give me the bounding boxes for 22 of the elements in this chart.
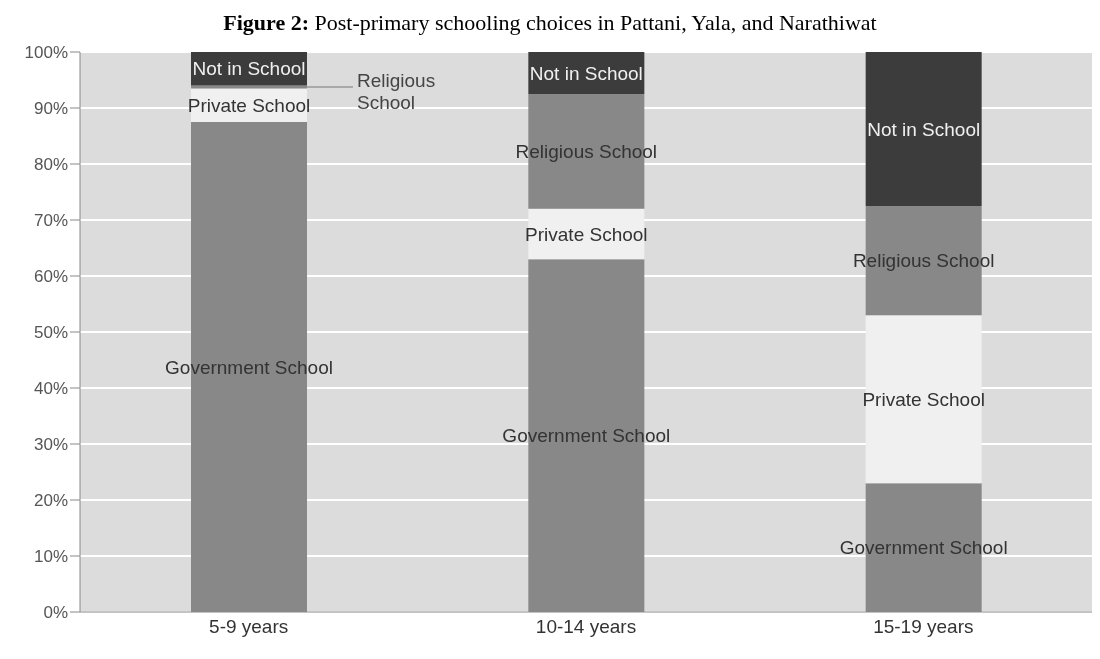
x-tick-label: 15-19 years bbox=[873, 616, 974, 638]
y-tick-label: 0% bbox=[43, 603, 68, 623]
y-tick-label: 20% bbox=[33, 491, 68, 511]
x-tick-label: 5-9 years bbox=[209, 616, 289, 638]
series-label: Not in School bbox=[192, 58, 306, 80]
y-tick-label: 30% bbox=[33, 435, 68, 455]
y-tick-label: 10% bbox=[33, 547, 68, 567]
text: Private School bbox=[187, 94, 311, 116]
y-tick-label: 70% bbox=[33, 211, 68, 231]
series-label: Private School bbox=[525, 223, 648, 245]
text: Not in School bbox=[867, 118, 981, 140]
y-tick-label: 100% bbox=[24, 43, 68, 63]
text: Not in School bbox=[529, 62, 643, 84]
x-tick-label: 10-14 years bbox=[535, 616, 637, 638]
text: Private School bbox=[862, 388, 985, 410]
y-tick-label: 40% bbox=[33, 379, 68, 399]
chart-title: Figure 2: Post-primary schooling choices in Pattani, Yala, and Narathiwat bbox=[222, 9, 878, 37]
y-tick-label: 60% bbox=[33, 267, 68, 287]
y-tick-label: 80% bbox=[33, 155, 68, 175]
y-tick-label: 90% bbox=[33, 99, 68, 119]
y-tick-label: 50% bbox=[33, 323, 68, 343]
text: Religious School bbox=[357, 70, 436, 113]
